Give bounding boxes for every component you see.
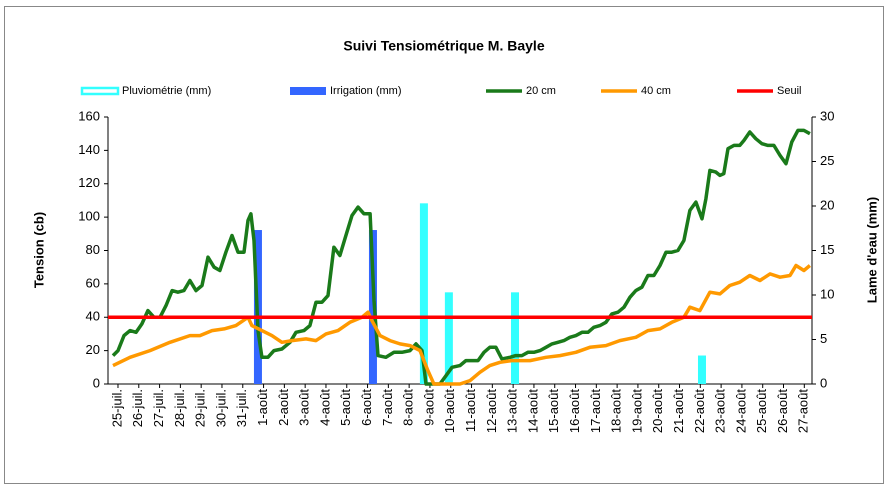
y-tick-label: 120: [78, 175, 100, 190]
y2-tick-label: 10: [820, 286, 834, 301]
x-tick-label: 9-août: [421, 389, 436, 426]
x-tick-label: 14-août: [525, 389, 540, 433]
y-axis-title: Tension (cb): [31, 212, 46, 288]
x-tick-label: 30-juil.: [213, 389, 228, 427]
x-tick-label: 11-août: [463, 389, 478, 433]
x-tick-label: 22-août: [692, 389, 707, 433]
y2-tick-label: 5: [820, 331, 827, 346]
legend-swatch: [80, 86, 120, 96]
y2-tick-label: 15: [820, 242, 834, 257]
x-tick-label: 26-août: [775, 389, 790, 433]
y2-tick-label: 25: [820, 153, 834, 168]
x-tick-label: 31-juil.: [234, 389, 249, 427]
legend-swatch: [290, 87, 326, 95]
x-tick-label: 25-juil.: [109, 389, 124, 427]
x-tick-label: 2-août: [276, 389, 291, 426]
chart-title: Suivi Tensiométrique M. Bayle: [343, 38, 544, 54]
bar: [697, 355, 706, 384]
y2-tick-label: 20: [820, 197, 834, 212]
y-tick-label: 100: [78, 209, 100, 224]
legend-label: Irrigation (mm): [330, 85, 402, 97]
x-tick-label: 27-juil.: [151, 389, 166, 427]
y2-axis-title: Lame d'eau (mm): [864, 197, 879, 303]
y-tick-label: 20: [86, 342, 100, 357]
x-tick-label: 4-août: [317, 389, 332, 426]
x-tick-label: 6-août: [359, 389, 374, 426]
x-tick-label: 19-août: [629, 389, 644, 433]
x-tick-label: 17-août: [588, 389, 603, 433]
x-tick-label: 15-août: [546, 389, 561, 433]
x-tick-label: 27-août: [796, 389, 811, 433]
x-tick-label: 29-juil.: [193, 389, 208, 427]
x-tick-label: 3-août: [297, 389, 312, 426]
x-tick-label: 28-juil.: [172, 389, 187, 427]
y2-tick-label: 0: [820, 375, 827, 390]
y-tick-label: 160: [78, 108, 100, 123]
x-tick-label: 18-août: [609, 389, 624, 433]
x-tick-label: 1-août: [255, 389, 270, 426]
bar: [511, 292, 520, 384]
x-tick-label: 7-août: [380, 389, 395, 426]
x-tick-label: 20-août: [650, 389, 665, 433]
y-tick-label: 40: [86, 309, 100, 324]
y2-tick-label: 30: [820, 108, 834, 123]
x-tick-label: 10-août: [442, 389, 457, 433]
x-tick-label: 13-août: [505, 389, 520, 433]
y-tick-label: 80: [86, 242, 100, 257]
legend-label: 20 cm: [526, 85, 556, 97]
x-tick-label: 8-août: [401, 389, 416, 426]
x-tick-label: 16-août: [567, 389, 582, 433]
line: [112, 263, 812, 386]
x-tick-label: 24-août: [733, 389, 748, 433]
chart-border: [4, 6, 884, 484]
legend-label: Seuil: [777, 85, 801, 97]
line: [111, 128, 811, 386]
x-tick-label: 5-août: [338, 389, 353, 426]
x-tick-label: 12-août: [484, 389, 499, 433]
y-tick-label: 0: [93, 375, 100, 390]
legend-label: Pluviométrie (mm): [122, 85, 211, 97]
legend-label: 40 cm: [641, 85, 671, 97]
x-tick-label: 21-août: [671, 389, 686, 433]
x-tick-label: 26-juil.: [130, 389, 145, 427]
bar: [419, 203, 428, 384]
bar: [444, 292, 453, 384]
y-tick-label: 140: [78, 142, 100, 157]
x-tick-label: 25-août: [754, 389, 769, 433]
x-tick-label: 23-août: [713, 389, 728, 433]
y-tick-label: 60: [86, 275, 100, 290]
